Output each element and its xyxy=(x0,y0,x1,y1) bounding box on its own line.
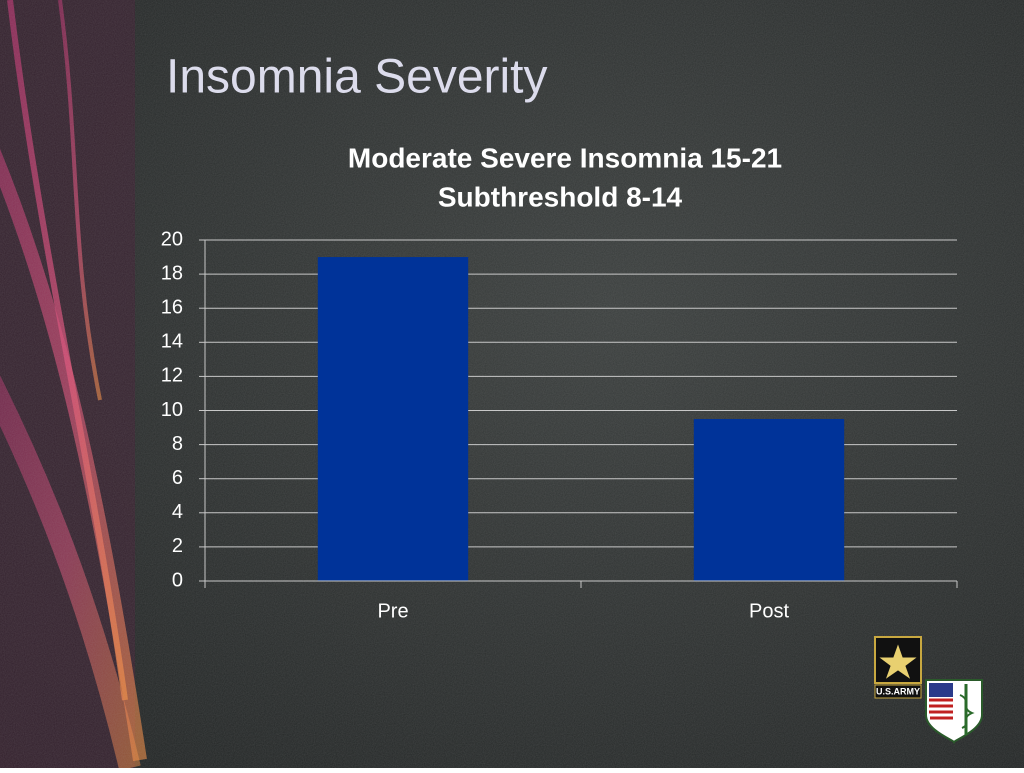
x-tick-label: Pre xyxy=(377,600,408,622)
chart-title: Moderate Severe Insomnia 15-21 xyxy=(348,142,782,173)
y-tick-label: 14 xyxy=(161,331,183,353)
y-tick-label: 20 xyxy=(161,228,183,250)
logo-text: U.S.ARMY xyxy=(876,686,920,696)
y-tick-label: 8 xyxy=(172,433,183,455)
y-tick-label: 4 xyxy=(172,501,183,523)
y-tick-label: 18 xyxy=(161,262,183,284)
y-tick-label: 2 xyxy=(172,535,183,557)
slide-title: Insomnia Severity xyxy=(166,51,548,104)
chart-subtitle: Subthreshold 8-14 xyxy=(438,181,683,212)
plot: 0 2 4 6 8 10 12 14 16 18 20 Pre Post xyxy=(161,228,958,622)
y-tick-label: 10 xyxy=(161,399,183,421)
y-tick-label: 0 xyxy=(172,569,183,591)
y-tick-label: 12 xyxy=(161,365,183,387)
bar xyxy=(693,419,845,581)
y-tick-label: 6 xyxy=(172,467,183,489)
y-tick-label: 16 xyxy=(161,296,183,318)
x-tick-label: Post xyxy=(749,600,789,622)
army-logo: U.S.ARMY xyxy=(874,636,922,699)
bar xyxy=(317,257,469,581)
medical-crest xyxy=(925,679,983,745)
